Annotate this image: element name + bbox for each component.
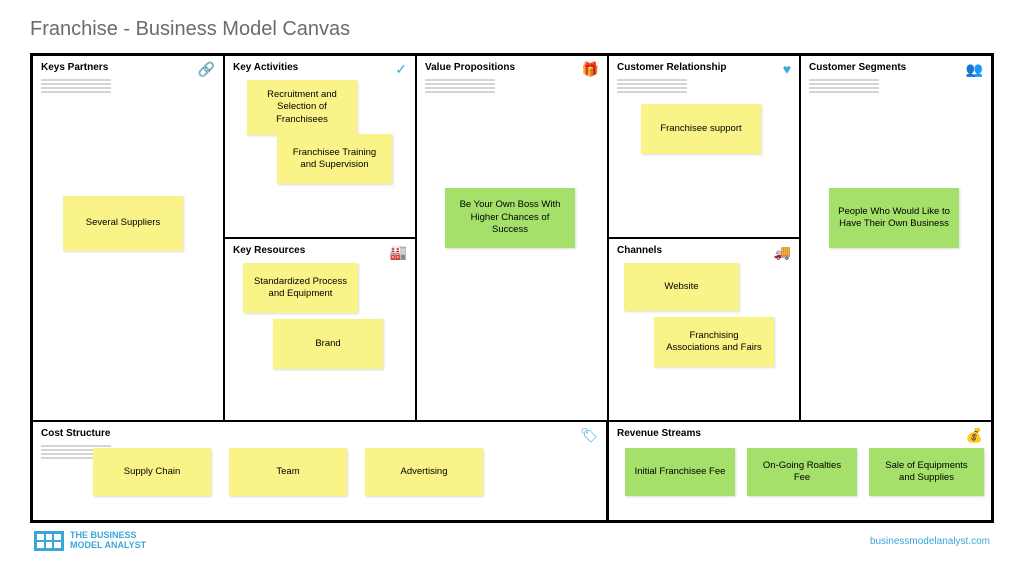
- cell-title: Channels: [617, 245, 662, 256]
- tag-icon: 🏷: [580, 428, 598, 442]
- note-franchising-fairs: Franchising Associations and Fairs: [654, 317, 774, 367]
- placeholder-lines: [809, 79, 983, 81]
- check-icon: ✓: [395, 62, 407, 76]
- people-icon: 👥: [966, 62, 983, 76]
- cell-title: Customer Segments: [809, 62, 906, 73]
- page-title: Franchise - Business Model Canvas: [30, 18, 994, 41]
- cell-key-resources: Key Resources 🏭 Standardized Process and…: [224, 238, 416, 421]
- cell-value-propositions: Value Propositions 🎁 Be Your Own Boss Wi…: [416, 55, 608, 421]
- cell-title: Cost Structure: [41, 428, 110, 439]
- note-initial-fee: Initial Franchisee Fee: [625, 448, 735, 496]
- cell-customer-segments: Customer Segments 👥 People Who Would Lik…: [800, 55, 992, 421]
- note-team: Team: [229, 448, 347, 496]
- cell-key-partners: Keys Partners 🔗 Several Suppliers: [32, 55, 224, 421]
- money-icon: 💰: [966, 428, 983, 442]
- heart-icon: ♥: [783, 62, 791, 76]
- link-icon: 🔗: [198, 62, 215, 76]
- gift-icon: 🎁: [582, 62, 599, 76]
- factory-icon: 🏭: [390, 245, 407, 259]
- logo: THE BUSINESSMODEL ANALYST: [34, 531, 146, 551]
- note-franchisee-support: Franchisee support: [641, 104, 761, 154]
- footer-url: businessmodelanalyst.com: [870, 536, 990, 547]
- note-standardized: Standardized Process and Equipment: [243, 263, 358, 313]
- note-website: Website: [624, 263, 739, 311]
- business-model-canvas: Keys Partners 🔗 Several Suppliers Key Ac…: [30, 53, 994, 523]
- footer: THE BUSINESSMODEL ANALYST businessmodela…: [30, 531, 994, 551]
- placeholder-lines: [41, 79, 215, 81]
- note-training: Franchisee Training and Supervision: [277, 134, 392, 184]
- logo-icon: [34, 531, 64, 551]
- note-recruitment: Recruitment and Selection of Franchisees: [247, 80, 357, 135]
- note-advertising: Advertising: [365, 448, 483, 496]
- note-supply-chain: Supply Chain: [93, 448, 211, 496]
- cell-cost-structure: Cost Structure 🏷 Supply Chain Team Adver…: [32, 421, 608, 521]
- cell-title: Key Activities: [233, 62, 298, 73]
- cell-title: Value Propositions: [425, 62, 515, 73]
- note-royalties: On-Going Roalties Fee: [747, 448, 857, 496]
- note-own-boss: Be Your Own Boss With Higher Chances of …: [445, 188, 575, 248]
- truck-icon: 🚚: [774, 245, 791, 259]
- placeholder-lines: [617, 79, 791, 81]
- cell-revenue-streams: Revenue Streams 💰 Initial Franchisee Fee…: [608, 421, 992, 521]
- cell-key-activities: Key Activities ✓ Recruitment and Selecti…: [224, 55, 416, 238]
- cell-title: Revenue Streams: [617, 428, 701, 439]
- logo-text: THE BUSINESSMODEL ANALYST: [70, 531, 146, 551]
- cell-title: Keys Partners: [41, 62, 108, 73]
- cell-channels: Channels 🚚 Website Franchising Associati…: [608, 238, 800, 421]
- cell-customer-relationship: Customer Relationship ♥ Franchisee suppo…: [608, 55, 800, 238]
- cell-title: Customer Relationship: [617, 62, 726, 73]
- note-several-suppliers: Several Suppliers: [63, 196, 183, 251]
- cell-title: Key Resources: [233, 245, 305, 256]
- placeholder-lines: [425, 79, 599, 81]
- note-equipment-sale: Sale of Equipments and Supplies: [869, 448, 984, 496]
- note-people-own-business: People Who Would Like to Have Their Own …: [829, 188, 959, 248]
- note-brand: Brand: [273, 319, 383, 369]
